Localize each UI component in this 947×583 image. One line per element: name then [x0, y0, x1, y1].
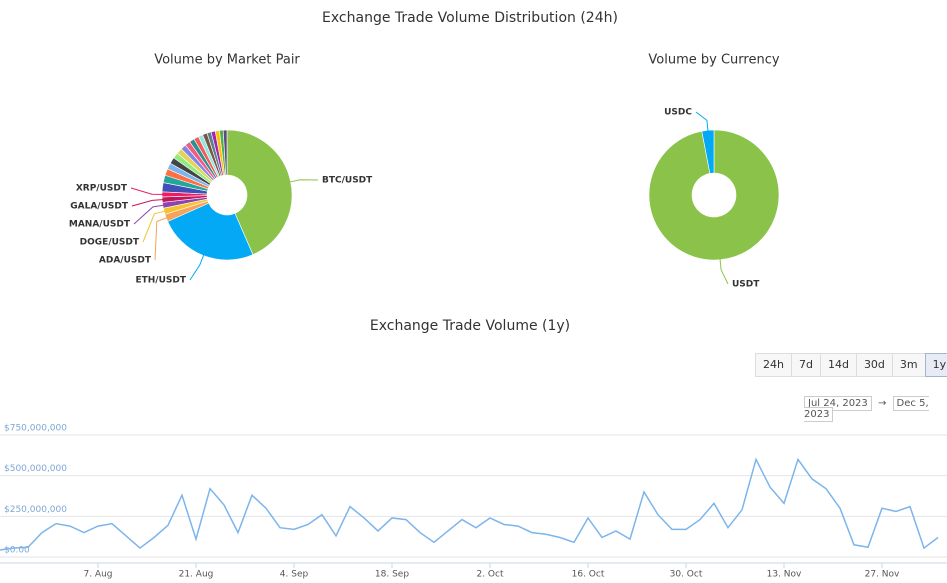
slice-label: DOGE/USDT: [80, 238, 140, 248]
x-tick-label: 18. Sep: [375, 570, 409, 580]
chart-title: Exchange Trade Volume (1y): [370, 318, 570, 334]
chart-title: Volume by Currency: [648, 53, 779, 68]
date-range: Jul 24, 2023 → Dec 5, 2023: [804, 396, 947, 422]
leader-line: [189, 253, 205, 281]
y-tick-label: $250,000,000: [4, 505, 67, 515]
main-title: Exchange Trade Volume Distribution (24h): [322, 10, 618, 26]
leader-line: [133, 204, 165, 225]
leader-line: [131, 199, 165, 207]
volume-line: [0, 457, 939, 551]
y-tick-label: $500,000,000: [4, 464, 67, 474]
range-button[interactable]: 24h: [755, 353, 792, 377]
range-selector: 24h 7d 14d 30d 3m 1y: [755, 353, 947, 377]
leader-line: [719, 257, 729, 285]
slice-label: BTC/USDT: [322, 176, 373, 186]
leader-line: [142, 210, 167, 243]
x-tick-label: 7. Aug: [83, 570, 112, 580]
x-tick-label: 27. Nov: [865, 570, 900, 580]
pie-slice: [167, 202, 254, 261]
y-tick-label: $750,000,000: [4, 424, 67, 434]
x-tick-label: 13. Nov: [767, 570, 802, 580]
y-tick-label: $0.00: [4, 546, 30, 556]
x-tick-label: 4. Sep: [280, 570, 309, 580]
slice-label: USDT: [732, 280, 760, 290]
range-button[interactable]: 3m: [891, 353, 926, 377]
leader-line: [154, 216, 169, 261]
slice-label: ETH/USDT: [135, 276, 186, 286]
pie-slice: [222, 129, 228, 176]
range-button[interactable]: 1y: [924, 353, 947, 377]
slice-label: ADA/USDT: [99, 256, 152, 266]
leader-line: [288, 179, 319, 183]
range-button[interactable]: 30d: [855, 353, 893, 377]
x-tick-label: 2. Oct: [476, 570, 503, 580]
chart-title: Volume by Market Pair: [154, 53, 300, 68]
leader-line: [695, 111, 709, 133]
range-button[interactable]: 7d: [790, 353, 821, 377]
pie-slice: [648, 129, 780, 261]
slice-label: XRP/USDT: [76, 184, 128, 194]
slice-label: GALA/USDT: [70, 202, 129, 212]
range-button[interactable]: 14d: [819, 353, 857, 377]
slice-label: USDC: [664, 108, 692, 118]
pie-slice: [701, 129, 715, 174]
x-tick-label: 16. Oct: [572, 570, 605, 580]
x-tick-label: 30. Oct: [670, 570, 703, 580]
leader-line: [130, 187, 165, 195]
date-separator: →: [877, 398, 887, 409]
x-tick-label: 21. Aug: [179, 570, 214, 580]
slice-label: MANA/USDT: [69, 220, 131, 230]
pie-slice: [226, 129, 293, 256]
